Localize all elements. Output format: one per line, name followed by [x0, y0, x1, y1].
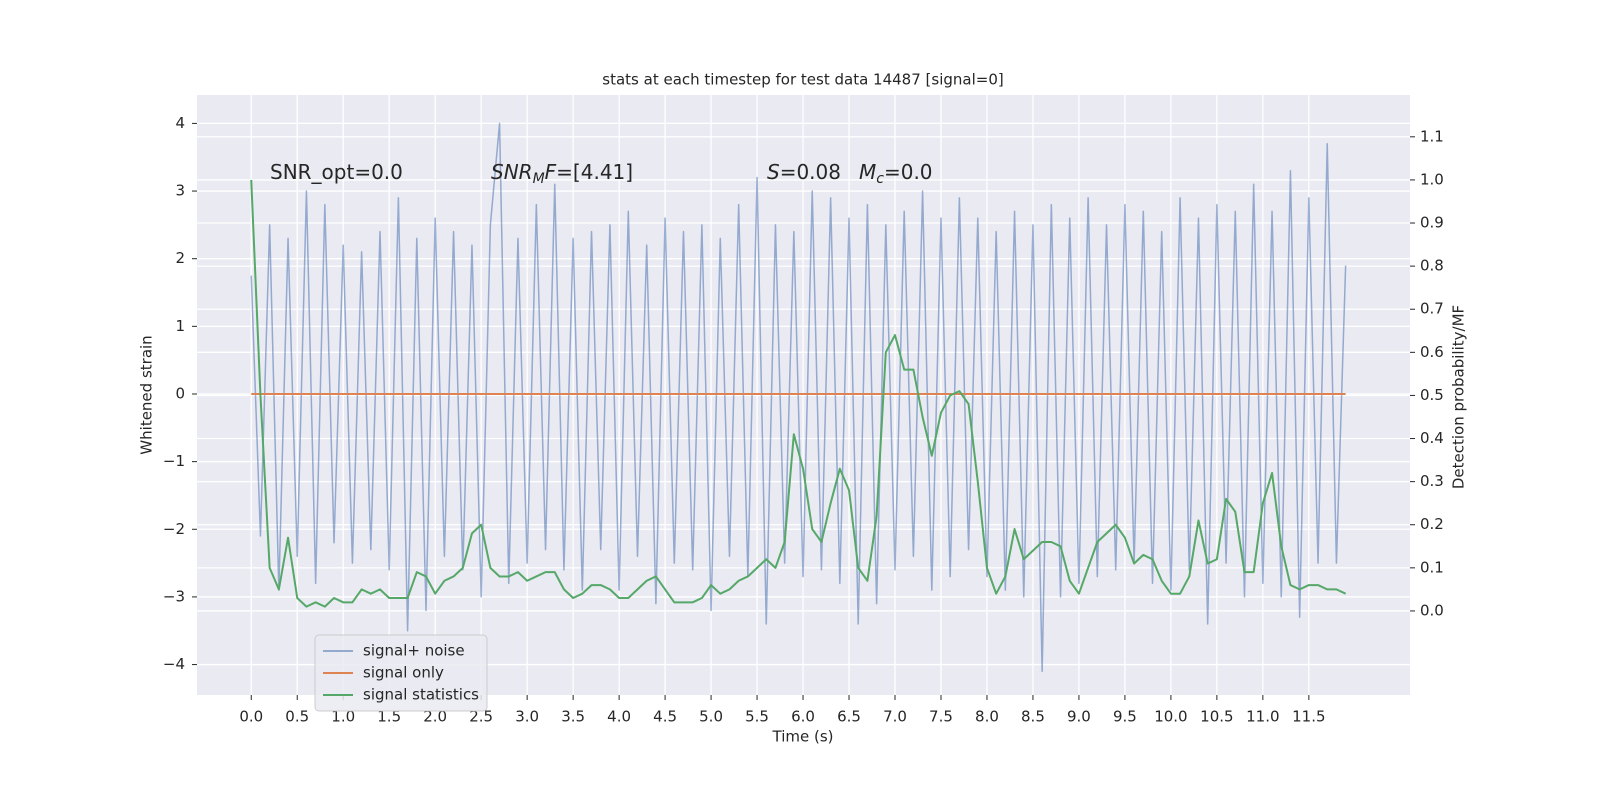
x-tick-label: 1.5	[377, 708, 401, 726]
chart-title: stats at each timestep for test data 144…	[602, 71, 1003, 89]
x-tick-label: 11.0	[1246, 708, 1279, 726]
legend-label: signal+ noise	[363, 642, 465, 660]
x-tick-label: 8.5	[1021, 708, 1045, 726]
annotation-text: =[4.41]	[556, 160, 633, 184]
x-tick-label: 4.0	[607, 708, 631, 726]
y2-tick-label: 1.0	[1420, 170, 1444, 188]
y2-tick-label: 0.8	[1420, 257, 1444, 275]
x-tick-label: 7.0	[883, 708, 907, 726]
x-tick-label: 10.0	[1154, 708, 1187, 726]
annotation-text: M	[533, 171, 545, 187]
x-tick-label: 8.0	[975, 708, 999, 726]
x-tick-label: 10.5	[1200, 708, 1233, 726]
y2-tick-label: 0.4	[1420, 429, 1444, 447]
x-axis-label: Time (s)	[772, 728, 834, 746]
y-tick-label: −1	[163, 452, 185, 470]
x-tick-label: 2.5	[469, 708, 493, 726]
y2-tick-label: 1.1	[1420, 127, 1444, 145]
annotation: S=0.08 Mc=0.0	[767, 160, 933, 188]
annotation-text: SNR_opt=0.0	[270, 160, 403, 184]
x-tick-label: 9.0	[1067, 708, 1091, 726]
x-tick-label: 3.0	[515, 708, 539, 726]
x-tick-label: 0.0	[239, 708, 263, 726]
annotation-text: M	[859, 160, 876, 184]
y2-tick-label: 0.6	[1420, 343, 1444, 361]
y-tick-label: −3	[163, 587, 185, 605]
annotation: SNRMF=[4.41]	[491, 160, 633, 188]
x-tick-label: 4.5	[653, 708, 677, 726]
x-tick-label: 1.0	[331, 708, 355, 726]
y-axis-label: Whitened strain	[138, 335, 156, 454]
y-tick-label: 2	[175, 249, 185, 267]
legend-label: signal statistics	[363, 686, 479, 704]
series-line	[250, 122, 1347, 673]
annotation-text: S	[767, 160, 780, 184]
y-tick-label: 4	[175, 114, 185, 132]
x-tick-label: 6.5	[837, 708, 861, 726]
y2-tick-label: 0.1	[1420, 558, 1444, 576]
annotation-text: =0.08	[780, 160, 841, 184]
x-tick-label: 2.0	[423, 708, 447, 726]
y-tick-label: 3	[175, 182, 185, 200]
y2-tick-label: 0.5	[1420, 386, 1444, 404]
annotation-text: SNR	[491, 160, 533, 184]
y-tick-label: 1	[175, 317, 185, 335]
annotation-text: c	[876, 171, 884, 187]
series-line	[250, 179, 1347, 608]
y2-axis-label: Detection probability/MF	[1450, 305, 1468, 489]
x-tick-label: 6.0	[791, 708, 815, 726]
annotation: SNR_opt=0.0	[270, 160, 403, 184]
legend: signal+ noise signal only signal statistic…	[314, 634, 488, 712]
x-tick-label: 11.5	[1292, 708, 1325, 726]
x-tick-label: 0.5	[285, 708, 309, 726]
y2-tick-label: 0.3	[1420, 472, 1444, 490]
x-tick-label: 5.5	[745, 708, 769, 726]
x-tick-label: 3.5	[561, 708, 585, 726]
y2-tick-label: 0.7	[1420, 300, 1444, 318]
annotation-text: F	[545, 160, 557, 184]
y2-tick-label: 0.9	[1420, 214, 1444, 232]
x-tick-label: 5.0	[699, 708, 723, 726]
marks	[250, 122, 1347, 673]
x-tick-label: 9.5	[1113, 708, 1137, 726]
x-tick-label: 7.5	[929, 708, 953, 726]
y2-tick-label: 0.2	[1420, 515, 1444, 533]
y2-tick-label: 0.0	[1420, 601, 1444, 619]
y-tick-label: 0	[175, 384, 185, 402]
legend-label: signal only	[363, 664, 444, 682]
legend-box	[314, 634, 488, 712]
annotation-text: =0.0	[884, 160, 933, 184]
y-tick-label: −2	[163, 520, 185, 538]
y-tick-label: −4	[163, 655, 185, 673]
